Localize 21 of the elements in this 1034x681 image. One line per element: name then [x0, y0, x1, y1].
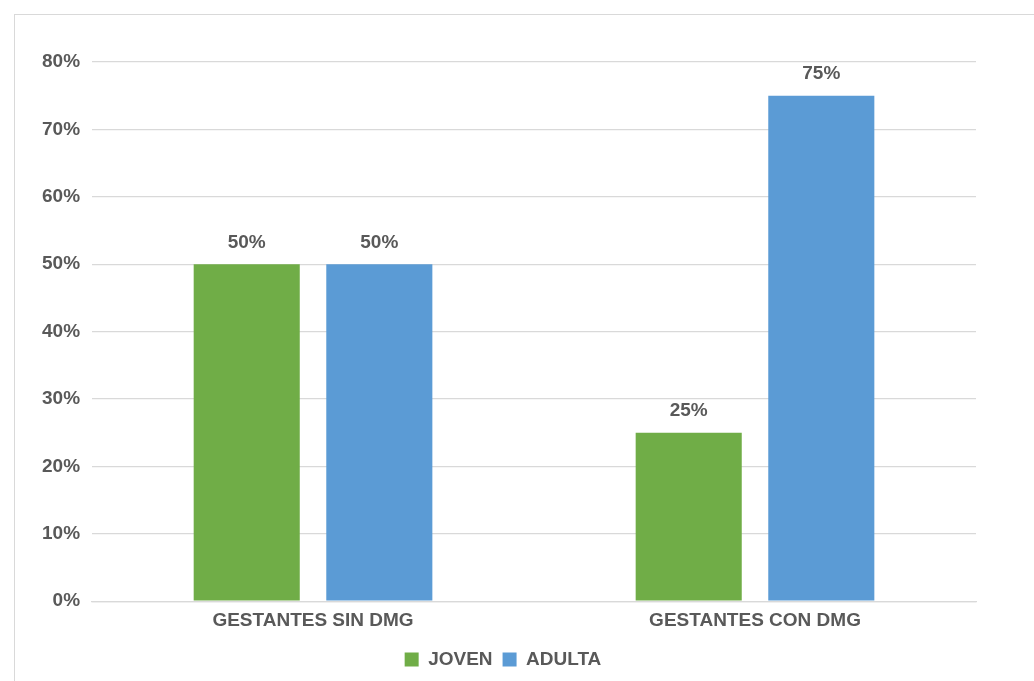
data-label: 25% — [669, 399, 708, 421]
y-tick-label: 80% — [42, 50, 81, 72]
y-tick-label: 50% — [42, 252, 81, 274]
y-tick-label: 70% — [42, 117, 81, 139]
bar — [326, 264, 433, 601]
y-tick-label: 30% — [42, 387, 81, 409]
y-tick-label: 10% — [42, 522, 81, 544]
y-tick-label: 40% — [42, 319, 81, 341]
data-label: 75% — [802, 62, 841, 84]
y-tick-label: 60% — [42, 185, 81, 207]
y-tick-label: 20% — [42, 454, 81, 476]
y-tick-label: 0% — [52, 589, 81, 611]
bar — [768, 95, 875, 601]
legend-label: JOVEN — [428, 647, 493, 669]
bar — [635, 432, 742, 601]
legend-label: ADULTA — [526, 647, 602, 669]
data-label: 50% — [360, 230, 399, 252]
x-tick-label: GESTANTES SIN DMG — [212, 608, 414, 630]
data-label: 50% — [227, 230, 266, 252]
bar — [193, 264, 300, 601]
x-tick-label: GESTANTES CON DMG — [649, 608, 861, 630]
